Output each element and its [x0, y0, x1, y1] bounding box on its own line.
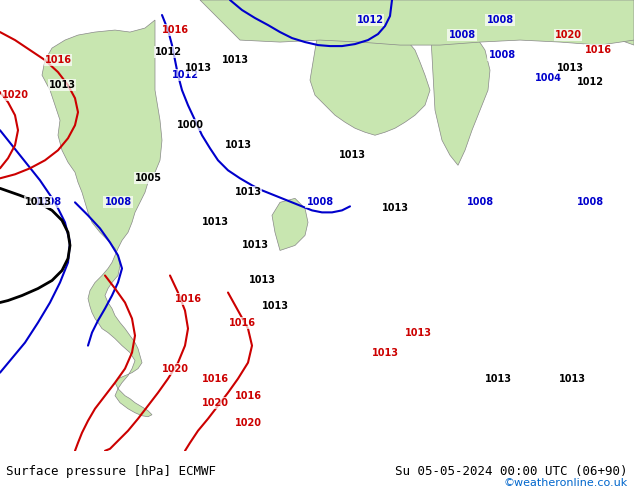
Text: 1020: 1020	[555, 30, 581, 40]
Text: 1013: 1013	[242, 241, 269, 250]
Text: 1020: 1020	[235, 418, 261, 428]
Text: 1016: 1016	[174, 294, 202, 303]
Text: 1013: 1013	[404, 328, 432, 338]
Text: 1020: 1020	[202, 398, 228, 408]
Text: 1013: 1013	[261, 300, 288, 311]
Text: 1012: 1012	[576, 77, 604, 87]
Text: 1008: 1008	[34, 197, 61, 207]
Text: 1008: 1008	[448, 30, 476, 40]
Polygon shape	[430, 20, 490, 165]
Text: 1016: 1016	[235, 391, 261, 401]
Text: 1013: 1013	[224, 140, 252, 150]
Text: 1013: 1013	[559, 374, 586, 384]
Text: 1016: 1016	[44, 55, 72, 65]
Text: 1013: 1013	[48, 80, 75, 90]
Text: 1013: 1013	[372, 347, 399, 358]
Text: 1004: 1004	[534, 73, 562, 83]
Text: 1013: 1013	[25, 197, 51, 207]
Text: 1013: 1013	[202, 218, 228, 227]
Text: Surface pressure [hPa] ECMWF: Surface pressure [hPa] ECMWF	[6, 465, 216, 478]
Text: 1012: 1012	[172, 70, 198, 80]
Text: 1008: 1008	[486, 15, 514, 25]
Text: 1008: 1008	[576, 197, 604, 207]
Polygon shape	[310, 20, 430, 135]
Text: 1016: 1016	[228, 318, 256, 328]
Text: 1012: 1012	[356, 15, 384, 25]
Text: 1020: 1020	[1, 90, 29, 100]
Text: 1013: 1013	[249, 275, 276, 286]
Text: 1008: 1008	[105, 197, 132, 207]
Text: 1012: 1012	[155, 47, 181, 57]
Polygon shape	[520, 0, 634, 45]
Text: 1008: 1008	[306, 197, 333, 207]
Text: 1000: 1000	[176, 120, 204, 130]
Text: 1013: 1013	[235, 187, 261, 197]
Polygon shape	[200, 0, 634, 45]
Text: 1016: 1016	[162, 25, 188, 35]
Text: 1013: 1013	[557, 63, 583, 73]
Text: 1016: 1016	[585, 45, 612, 55]
Text: 1008: 1008	[467, 197, 493, 207]
Text: 1005: 1005	[134, 173, 162, 183]
Text: 1013: 1013	[339, 150, 365, 160]
Text: 1016: 1016	[202, 374, 228, 384]
Polygon shape	[272, 198, 308, 250]
Text: 1013: 1013	[221, 55, 249, 65]
Text: Su 05-05-2024 00:00 UTC (06+90): Su 05-05-2024 00:00 UTC (06+90)	[395, 465, 628, 478]
Text: 1013: 1013	[382, 203, 408, 213]
Text: 1013: 1013	[484, 374, 512, 384]
Text: 1020: 1020	[162, 364, 188, 374]
Polygon shape	[42, 20, 162, 416]
Text: 1008: 1008	[488, 50, 515, 60]
Text: 1013: 1013	[184, 63, 212, 73]
Text: ©weatheronline.co.uk: ©weatheronline.co.uk	[503, 478, 628, 488]
